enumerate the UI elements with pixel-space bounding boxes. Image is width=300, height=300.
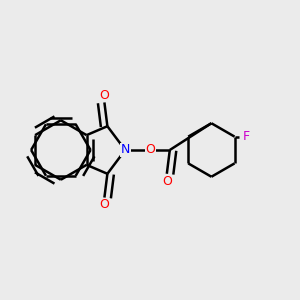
Text: O: O [100,199,109,212]
Text: O: O [100,88,109,101]
Text: O: O [162,175,172,188]
Text: O: O [146,143,155,157]
Text: F: F [243,130,250,143]
Text: N: N [121,143,130,157]
